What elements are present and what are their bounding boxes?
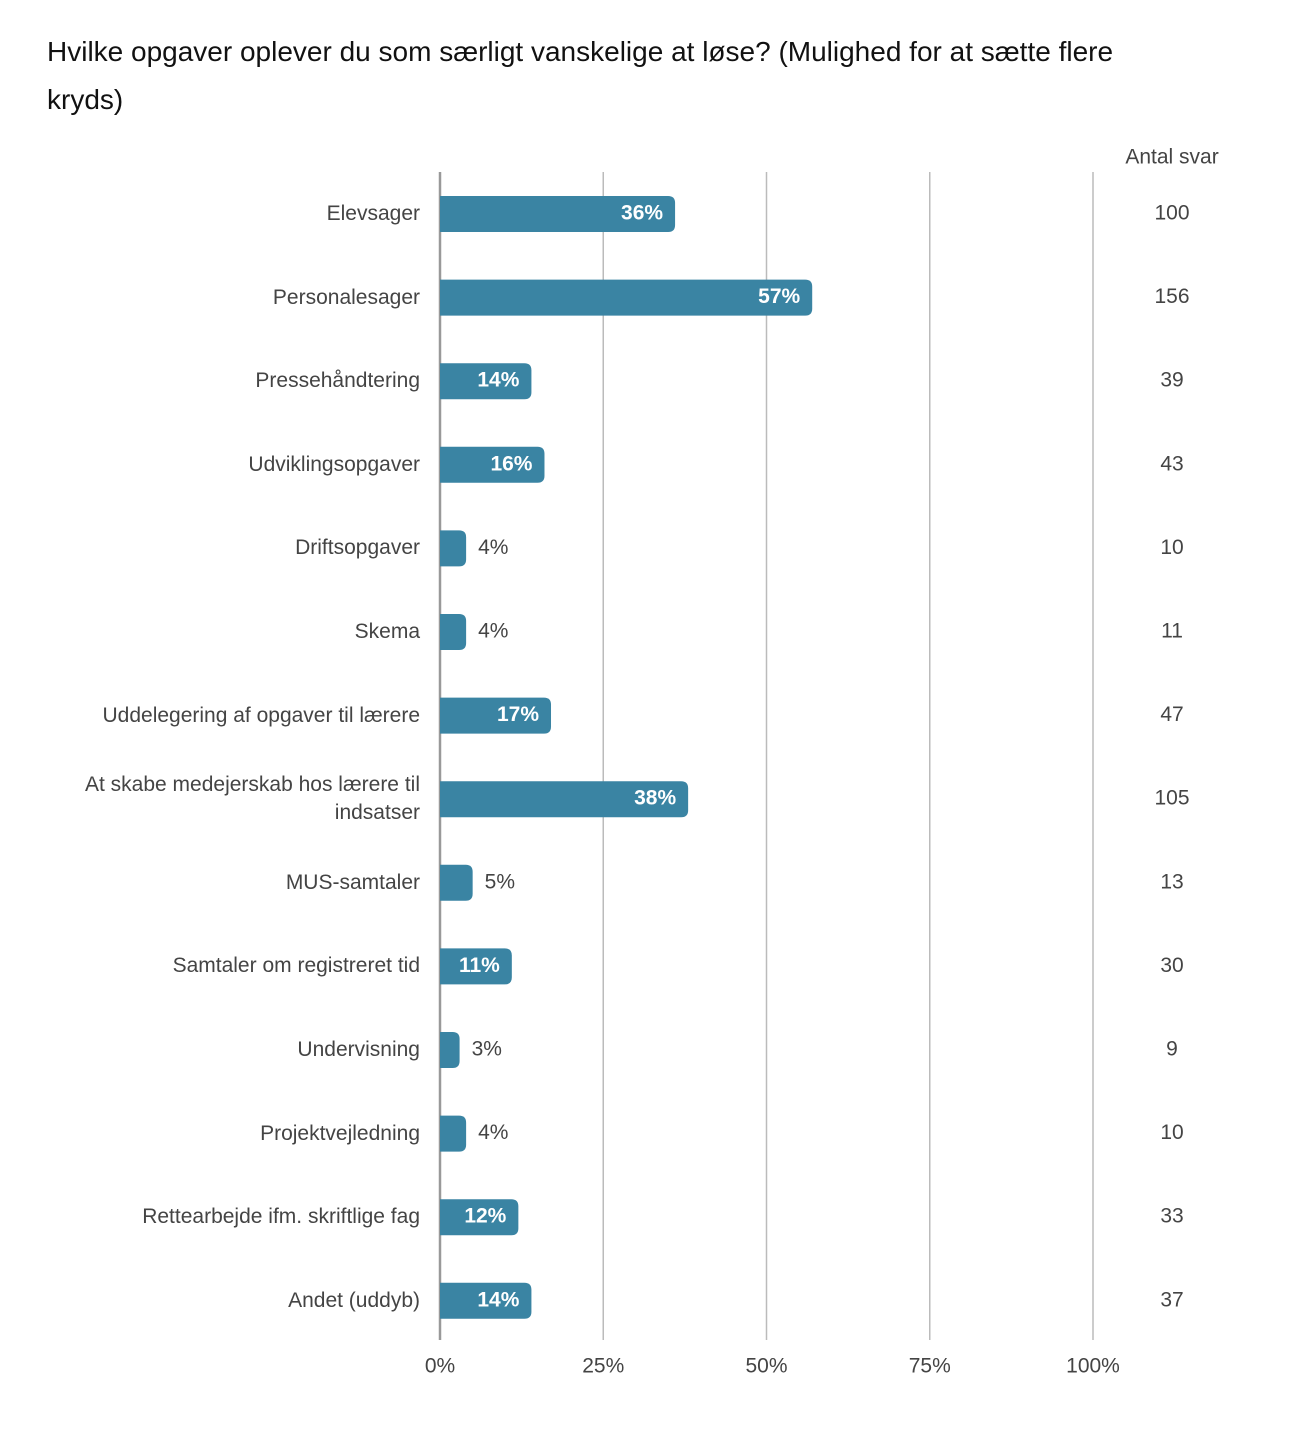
bar	[440, 614, 467, 650]
count-value: 13	[1160, 870, 1183, 893]
count-value: 39	[1160, 369, 1183, 392]
value-label: 57%	[758, 285, 800, 308]
count-value: 11	[1161, 620, 1183, 643]
y-tick-label: Andet (uddyb)	[288, 1288, 420, 1312]
y-tick-label: Uddelegering af opgaver til lærere	[102, 703, 420, 727]
y-tick-label: At skabe medejerskab hos lærere til inds…	[85, 773, 420, 825]
count-value: 10	[1160, 1121, 1183, 1144]
bar	[440, 697, 552, 734]
bar	[440, 363, 532, 400]
y-tick-label: Samtaler om registreret tid	[172, 954, 420, 978]
value-label: 5%	[485, 870, 515, 893]
count-value: 9	[1166, 1038, 1178, 1061]
count-value: 37	[1160, 1288, 1183, 1311]
bar	[440, 1199, 519, 1236]
count-value: 10	[1160, 536, 1183, 559]
count-value: 100	[1154, 202, 1189, 225]
count-value: 156	[1154, 285, 1189, 308]
bar	[440, 530, 467, 567]
bar	[440, 1115, 467, 1152]
value-label: 16%	[490, 452, 532, 475]
count-value: 43	[1160, 452, 1183, 475]
y-tick-label: Projektvejledning	[260, 1121, 420, 1145]
x-tick-label: 50%	[745, 1355, 787, 1378]
value-label: 11%	[459, 954, 500, 977]
y-tick-label: Personalesager	[272, 285, 420, 309]
count-value: 105	[1154, 787, 1189, 810]
y-tick-label: Driftsopgaver	[295, 536, 420, 560]
bar	[440, 446, 545, 483]
bar	[440, 1032, 460, 1068]
bar	[440, 279, 813, 316]
value-label: 12%	[464, 1205, 506, 1228]
y-tick-label: Pressehåndtering	[255, 369, 420, 393]
y-tick-label: Udviklingsopgaver	[248, 452, 420, 476]
bar	[440, 1282, 532, 1319]
bar	[440, 781, 689, 818]
y-tick-label: Skema	[354, 620, 420, 643]
value-label: 14%	[477, 1288, 519, 1311]
value-label: 4%	[478, 620, 508, 643]
bar	[440, 196, 676, 232]
y-tick-label: Elevsager	[326, 202, 420, 225]
x-tick-label: 25%	[582, 1355, 624, 1378]
value-label: 3%	[472, 1038, 502, 1061]
value-label: 17%	[497, 703, 539, 726]
count-value: 30	[1160, 954, 1183, 977]
count-value: 33	[1160, 1205, 1183, 1228]
x-tick-label: 75%	[909, 1355, 951, 1378]
value-label: 4%	[478, 536, 508, 559]
value-label: 14%	[477, 369, 519, 392]
x-tick-label: 0%	[425, 1355, 455, 1378]
y-tick-label: Undervisning	[297, 1038, 420, 1061]
value-label: 4%	[478, 1121, 508, 1144]
count-value: 47	[1160, 703, 1183, 726]
value-label: 36%	[621, 202, 663, 225]
y-tick-label: MUS-samtaler	[285, 870, 420, 894]
x-tick-label: 100%	[1066, 1355, 1120, 1378]
y-tick-label: Rettearbejde ifm. skriftlige fag	[142, 1205, 420, 1229]
bar	[440, 864, 473, 901]
count-header: Antal svar	[1125, 146, 1218, 169]
bar	[440, 948, 512, 985]
value-label: 38%	[634, 787, 676, 810]
chart-title: Hvilke opgaver oplever du som særligt va…	[47, 36, 1114, 115]
